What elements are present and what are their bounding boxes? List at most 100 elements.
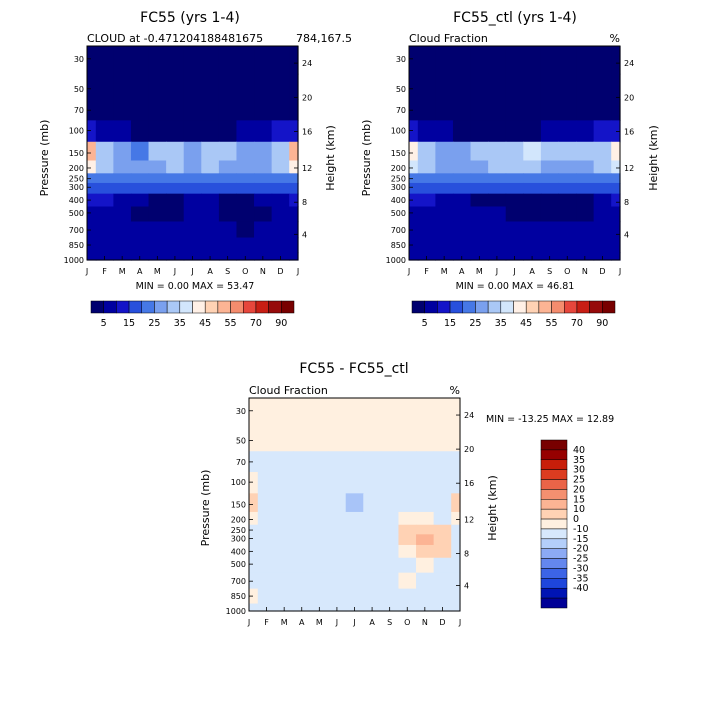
panel3-y2label: Height (km) (486, 475, 499, 541)
month-tick-label: D (599, 267, 605, 276)
heat-cell (254, 46, 273, 75)
heat-cell (275, 572, 294, 590)
height-tick-label: 4 (302, 230, 307, 239)
heat-cell (218, 141, 238, 162)
heat-cell (435, 206, 454, 223)
month-tick-label: J (618, 267, 621, 276)
heat-cell (292, 557, 312, 574)
heat-cell (328, 557, 347, 574)
colorbar-swatch (204, 300, 219, 314)
heat-cell (271, 206, 290, 223)
heat-cell (113, 160, 132, 174)
heat-cell (275, 425, 294, 452)
colorbar-label: 25 (573, 475, 585, 486)
heat-cell (218, 182, 238, 195)
heat-cell (345, 524, 364, 535)
month-tick-label: S (547, 267, 552, 276)
height-tick-label: 20 (464, 445, 474, 454)
colorbar-swatch (487, 300, 502, 314)
heat-cell (328, 524, 347, 535)
heat-cell (398, 425, 417, 452)
heat-cell (310, 472, 329, 494)
heat-cell (523, 99, 542, 121)
heat-cell (452, 182, 472, 195)
heat-cell (593, 120, 612, 143)
heat-cell (540, 160, 560, 174)
month-tick-label: M (441, 267, 448, 276)
height-tick-label: 8 (464, 549, 469, 558)
panel1-subtitle-right: 784,167.5 (296, 32, 352, 45)
heat-cell (249, 493, 259, 513)
heat-cell (433, 557, 452, 574)
heat-cell (254, 182, 273, 195)
heat-cell (183, 237, 202, 254)
heat-cell (310, 524, 329, 535)
heat-cell (292, 534, 312, 546)
heat-cell (380, 425, 400, 452)
colorbar-label: -10 (573, 524, 589, 535)
heat-cell (451, 472, 461, 494)
colorbar-swatch (564, 300, 578, 314)
heat-cell (558, 237, 577, 254)
heat-cell (398, 493, 417, 513)
heat-cell (576, 73, 595, 101)
month-tick-label: S (225, 267, 230, 276)
heat-cell (249, 557, 259, 574)
heat-cell (345, 572, 364, 590)
pressure-tick-label: 700 (231, 577, 246, 586)
heat-cell (540, 182, 560, 195)
heat-cell (257, 534, 276, 546)
colorbar-swatch (540, 518, 568, 530)
heat-cell (271, 160, 290, 174)
month-tick-label: J (173, 267, 176, 276)
heat-cell (254, 173, 273, 184)
heat-cell (593, 73, 612, 101)
heat-cell (345, 472, 364, 494)
heat-cell (257, 588, 276, 605)
heat-cell (130, 221, 150, 239)
heat-cell (451, 603, 461, 612)
pressure-tick-label: 400 (391, 196, 406, 205)
height-tick-label: 20 (302, 93, 312, 102)
heat-cell (130, 193, 150, 208)
heat-cell (363, 511, 382, 526)
heat-cell (470, 182, 489, 195)
month-tick-label: F (102, 267, 107, 276)
month-tick-label: N (422, 618, 428, 627)
pressure-tick-label: 30 (396, 55, 406, 64)
heat-cell (417, 46, 436, 75)
month-tick-label: O (404, 618, 410, 627)
month-tick-label: S (387, 618, 392, 627)
heat-cell (201, 193, 220, 208)
heat-cell (271, 73, 290, 101)
month-tick-label: A (529, 267, 535, 276)
panel2-title: FC55_ctl (yrs 1-4) (453, 10, 577, 26)
heat-cell (236, 173, 255, 184)
heat-cell (611, 120, 621, 143)
colorbar-label: -20 (573, 544, 589, 555)
heat-cell (417, 237, 436, 254)
heat-cell (380, 398, 400, 427)
heat-cell (254, 221, 273, 239)
heat-cell (201, 237, 220, 254)
heat-cell (398, 544, 417, 559)
height-tick-label: 12 (302, 164, 312, 173)
heat-cell (593, 193, 612, 208)
colorbar-label: -35 (573, 573, 589, 584)
heat-cell (328, 534, 347, 546)
heat-cell (435, 99, 454, 121)
heat-cell (576, 237, 595, 254)
panel-fc55: FC55 (yrs 1-4) CLOUD at -0.4712041884816… (38, 10, 352, 329)
heat-cell (113, 206, 132, 223)
colorbar-swatch (281, 300, 295, 314)
panel1-plot-area (87, 46, 299, 261)
heat-cell (435, 46, 454, 75)
heat-cell (236, 193, 255, 208)
colorbar-swatch (540, 449, 568, 461)
colorbar-swatch (268, 300, 282, 314)
heat-cell (328, 572, 347, 590)
heat-cell (380, 524, 400, 535)
heat-cell (417, 73, 436, 101)
heat-cell (470, 206, 489, 223)
